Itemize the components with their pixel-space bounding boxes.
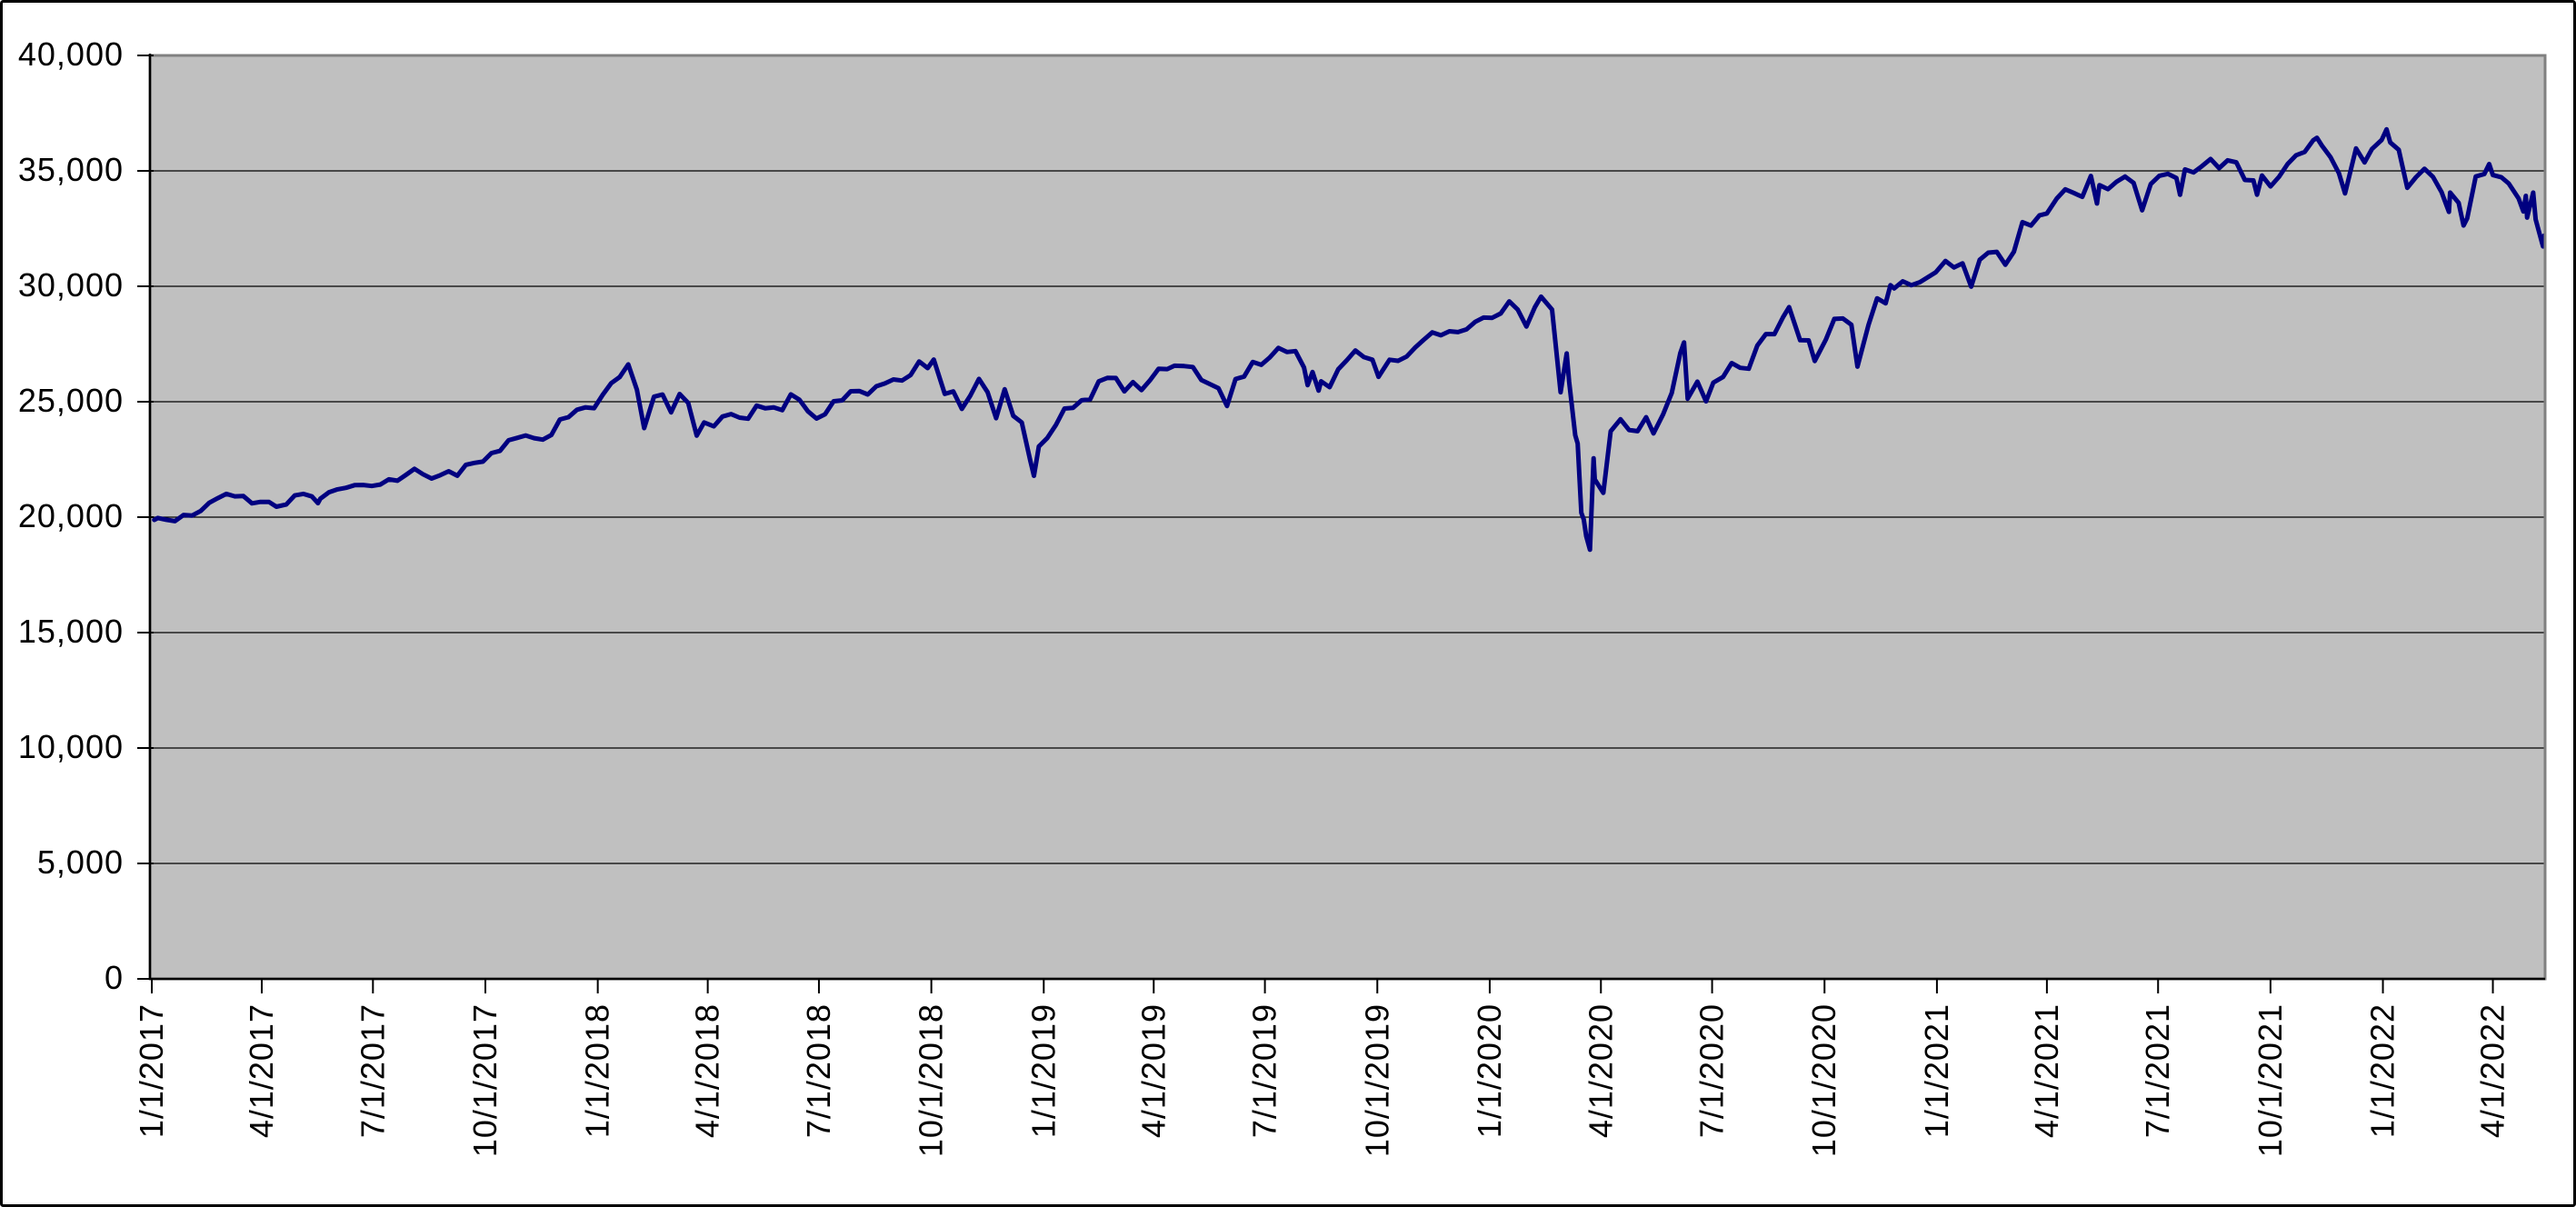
x-axis-tick-label: 7/1/2019 bbox=[1246, 1003, 1283, 1138]
x-axis-tick-label: 7/1/2018 bbox=[800, 1003, 837, 1138]
x-axis-tick-label: 1/1/2020 bbox=[1471, 1003, 1508, 1138]
x-axis-tick-label: 4/1/2017 bbox=[243, 1003, 280, 1138]
x-axis-tick-label: 4/1/2019 bbox=[1134, 1003, 1172, 1138]
y-axis-tick-label: 30,000 bbox=[18, 266, 124, 304]
y-axis-tick-label: 5,000 bbox=[37, 843, 124, 881]
x-axis-tick-label: 7/1/2020 bbox=[1693, 1003, 1731, 1138]
x-axis-tick-label: 10/1/2020 bbox=[1805, 1003, 1842, 1157]
y-axis-tick-label: 10,000 bbox=[18, 728, 124, 765]
x-axis-tick-label: 1/1/2021 bbox=[1918, 1003, 1955, 1138]
y-axis-tick-label: 20,000 bbox=[18, 497, 124, 534]
y-axis-tick-label: 35,000 bbox=[18, 151, 124, 188]
price-line bbox=[152, 126, 2547, 553]
x-axis-tick-label: 10/1/2017 bbox=[466, 1003, 504, 1157]
x-axis-tick-label: 1/1/2017 bbox=[133, 1003, 170, 1138]
x-axis-tick-label: 7/1/2017 bbox=[354, 1003, 391, 1138]
x-axis-tick-label: 10/1/2019 bbox=[1358, 1003, 1395, 1157]
x-axis-tick-label: 1/1/2022 bbox=[2364, 1003, 2401, 1138]
y-axis-tick-label: 40,000 bbox=[18, 35, 124, 73]
x-axis-tick-label: 4/1/2020 bbox=[1582, 1003, 1619, 1138]
x-axis-tick-label: 10/1/2018 bbox=[913, 1003, 950, 1157]
x-axis-tick-label: 4/1/2018 bbox=[689, 1003, 726, 1138]
x-axis-tick-label: 1/1/2018 bbox=[579, 1003, 616, 1138]
y-axis-tick-label: 15,000 bbox=[18, 613, 124, 650]
x-axis-tick-label: 10/1/2021 bbox=[2252, 1003, 2289, 1157]
y-axis-tick-label: 0 bbox=[105, 959, 124, 996]
y-axis-tick-label: 25,000 bbox=[18, 382, 124, 419]
x-axis-tick-label: 7/1/2021 bbox=[2139, 1003, 2176, 1138]
x-axis-tick-label: 4/1/2021 bbox=[2028, 1003, 2065, 1138]
x-axis-tick-label: 4/1/2022 bbox=[2474, 1003, 2511, 1138]
x-axis-tick-label: 1/1/2019 bbox=[1024, 1003, 1062, 1138]
